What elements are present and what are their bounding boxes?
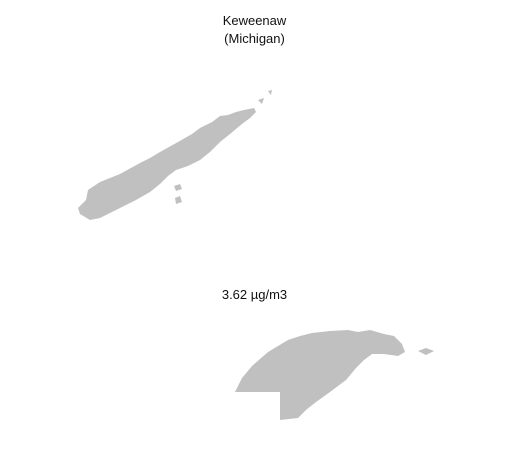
isle-royale-islet-1 <box>174 184 182 191</box>
county-name: Keweenaw <box>222 13 287 28</box>
isle-royale-islet-3 <box>258 98 264 104</box>
keweenaw-peninsula-landmass <box>235 330 405 420</box>
isle-royale-islet-2 <box>175 196 182 204</box>
map-title: Keweenaw (Michigan) <box>0 12 509 48</box>
state-name: (Michigan) <box>224 31 285 46</box>
isle-royale-landmass <box>78 108 256 220</box>
pollution-value: 3.62 µg/m3 <box>221 287 288 302</box>
manitou-island <box>418 348 434 355</box>
isle-royale-islet-4 <box>268 90 272 95</box>
